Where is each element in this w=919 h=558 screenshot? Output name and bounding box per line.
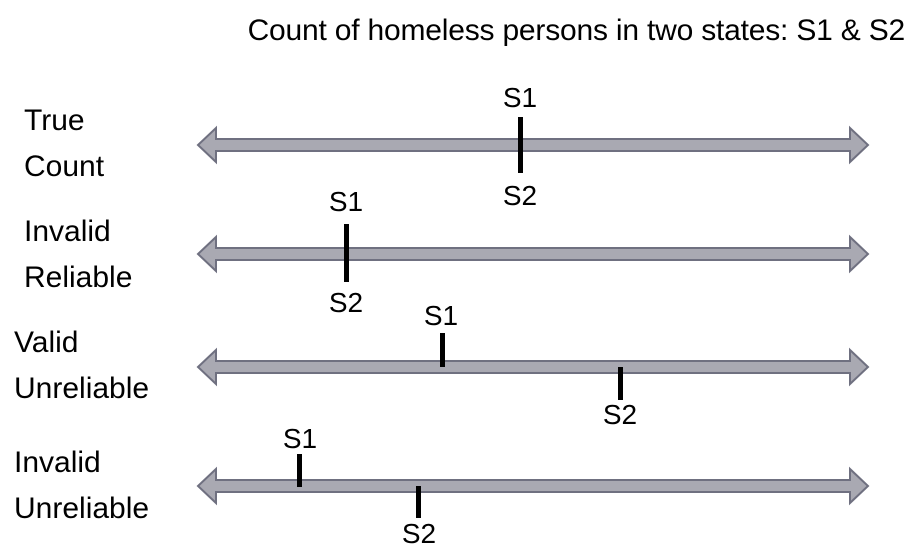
tick-invalid-unreliable-s2	[416, 486, 421, 518]
row-label-line1: Valid	[14, 326, 79, 359]
row-label-line1: Invalid	[14, 446, 101, 479]
row-label-invalid-unreliable: Invalid Unreliable	[14, 440, 149, 532]
row-arrow-true-count	[196, 125, 870, 165]
double-arrow	[196, 347, 870, 387]
row-arrow-invalid-unreliable	[196, 466, 870, 506]
mark-label-valid-unreliable-s2: S2	[602, 399, 638, 430]
row-label-invalid-reliable: Invalid Reliable	[24, 209, 132, 301]
mark-label-valid-unreliable-s1: S1	[423, 300, 459, 331]
mark-label-invalid-unreliable-s1: S1	[282, 423, 318, 454]
mark-label-invalid-unreliable-s2: S2	[401, 518, 437, 549]
row-label-line2: Unreliable	[14, 372, 150, 405]
tick-valid-unreliable-s1	[440, 333, 445, 367]
double-arrow	[196, 125, 870, 165]
row-label-true-count: True Count	[24, 98, 104, 190]
tick-invalid-reliable-s1-s2	[344, 224, 349, 282]
diagram-title: Count of homeless persons in two states:…	[247, 14, 906, 47]
mark-label-invalid-reliable-s2: S2	[328, 287, 364, 318]
double-arrow	[196, 466, 870, 506]
tick-invalid-unreliable-s1	[297, 454, 302, 487]
row-label-line2: Count	[24, 150, 105, 183]
row-label-line2: Unreliable	[14, 492, 150, 525]
tick-true-count-s1-s2	[518, 117, 523, 173]
row-label-valid-unreliable: Valid Unreliable	[14, 320, 149, 412]
row-label-line1: True	[24, 104, 85, 137]
row-label-line1: Invalid	[24, 215, 111, 248]
row-label-line2: Reliable	[24, 261, 133, 294]
mark-label-invalid-reliable-s1: S1	[328, 186, 364, 217]
row-arrow-valid-unreliable	[196, 347, 870, 387]
row-arrow-invalid-reliable	[196, 234, 870, 274]
double-arrow	[196, 234, 870, 274]
mark-label-true-count-s2: S2	[502, 180, 538, 211]
mark-label-true-count-s1: S1	[502, 82, 538, 113]
tick-valid-unreliable-s2	[618, 367, 623, 400]
